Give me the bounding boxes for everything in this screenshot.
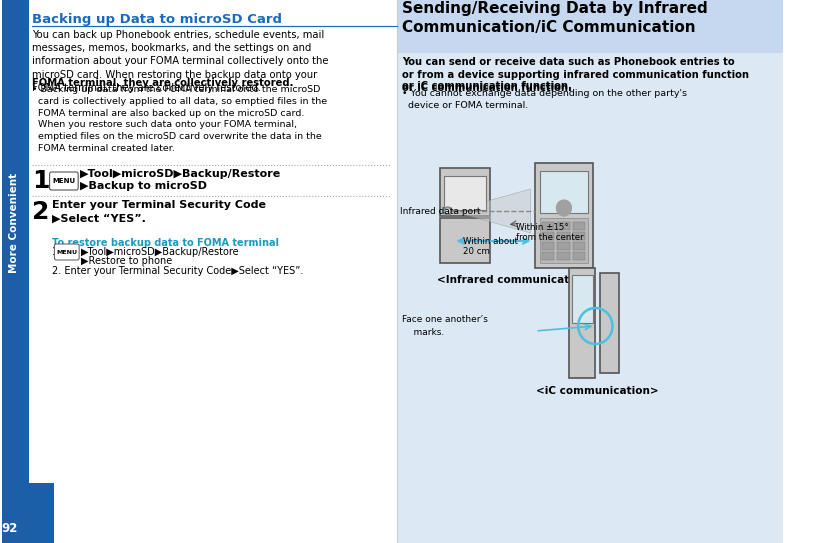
Text: MENU: MENU	[57, 249, 77, 255]
Text: FOMA terminal, they are collectively restored.: FOMA terminal, they are collectively res…	[33, 78, 293, 88]
Text: 2: 2	[33, 200, 50, 224]
Bar	[540, 218, 587, 263]
Text: • You cannot exchange data depending on the other party's
  device or FOMA termi: • You cannot exchange data depending on …	[401, 89, 686, 110]
Bar	[535, 163, 592, 268]
Text: MENU: MENU	[52, 178, 75, 184]
Text: More Convenient: More Convenient	[9, 173, 20, 273]
Text: <Infrared communication>: <Infrared communication>	[437, 275, 595, 285]
Text: Sending/Receiving Data by Infrared
Communication/iC Communication: Sending/Receiving Data by Infrared Commu…	[401, 1, 707, 35]
FancyBboxPatch shape	[50, 172, 78, 190]
Circle shape	[446, 209, 449, 213]
Text: ▶Restore to phone: ▶Restore to phone	[81, 256, 172, 266]
Bar	[440, 218, 489, 263]
Bar	[2, 483, 54, 543]
Bar	[541, 252, 554, 260]
Text: 92: 92	[2, 521, 18, 534]
Text: ▶Backup to microSD: ▶Backup to microSD	[80, 181, 207, 191]
Text: 2. Enter your Terminal Security Code▶Select “YES”.: 2. Enter your Terminal Security Code▶Sel…	[52, 266, 302, 276]
Bar	[541, 222, 554, 230]
Text: Enter your Terminal Security Code
▶Select “YES”.: Enter your Terminal Security Code ▶Selec…	[52, 200, 265, 224]
FancyBboxPatch shape	[54, 244, 79, 260]
Text: You can send or receive data such as Phonebook entries to
or from a device suppo: You can send or receive data such as Pho…	[401, 57, 748, 93]
Text: or iC communication function.: or iC communication function.	[401, 81, 571, 91]
Bar	[568, 268, 595, 378]
Text: Within about
20 cm: Within about 20 cm	[463, 237, 518, 256]
Text: ▶Tool▶microSD▶Backup/Restore: ▶Tool▶microSD▶Backup/Restore	[81, 247, 239, 257]
Bar	[396, 0, 782, 53]
Text: • Backing up data from the FOMA terminal onto the microSD
  card is collectively: • Backing up data from the FOMA terminal…	[33, 85, 328, 153]
Bar	[557, 242, 569, 250]
Bar	[440, 168, 489, 216]
Text: To restore backup data to FOMA terminal: To restore backup data to FOMA terminal	[52, 238, 278, 248]
Bar	[2, 0, 396, 543]
Text: Within ±15°
from the center: Within ±15° from the center	[516, 223, 583, 242]
Circle shape	[443, 207, 451, 215]
Bar	[600, 273, 618, 373]
Bar	[2, 0, 29, 543]
Text: 1.: 1.	[52, 247, 61, 257]
Bar	[541, 242, 554, 250]
Bar	[571, 275, 592, 323]
Bar	[541, 232, 554, 240]
Text: Face one another’s
    marks.: Face one another’s marks.	[401, 315, 487, 337]
Bar	[557, 232, 569, 240]
Bar	[572, 252, 584, 260]
Polygon shape	[451, 189, 530, 233]
Text: Backing up Data to microSD Card: Backing up Data to microSD Card	[33, 13, 282, 26]
Text: You can back up Phonebook entries, schedule events, mail
messages, memos, bookma: You can back up Phonebook entries, sched…	[33, 30, 328, 93]
Bar	[572, 242, 584, 250]
Bar	[572, 232, 584, 240]
Text: ▶Tool▶microSD▶Backup/Restore: ▶Tool▶microSD▶Backup/Restore	[80, 169, 281, 179]
Bar	[557, 222, 569, 230]
Circle shape	[555, 200, 571, 216]
Bar	[443, 176, 485, 210]
Bar	[557, 252, 569, 260]
Text: 1: 1	[33, 169, 50, 193]
Bar	[572, 222, 584, 230]
Bar	[540, 171, 587, 213]
Text: Infrared data port: Infrared data port	[400, 206, 480, 216]
Bar	[396, 0, 782, 543]
Text: <iC communication>: <iC communication>	[536, 386, 658, 396]
